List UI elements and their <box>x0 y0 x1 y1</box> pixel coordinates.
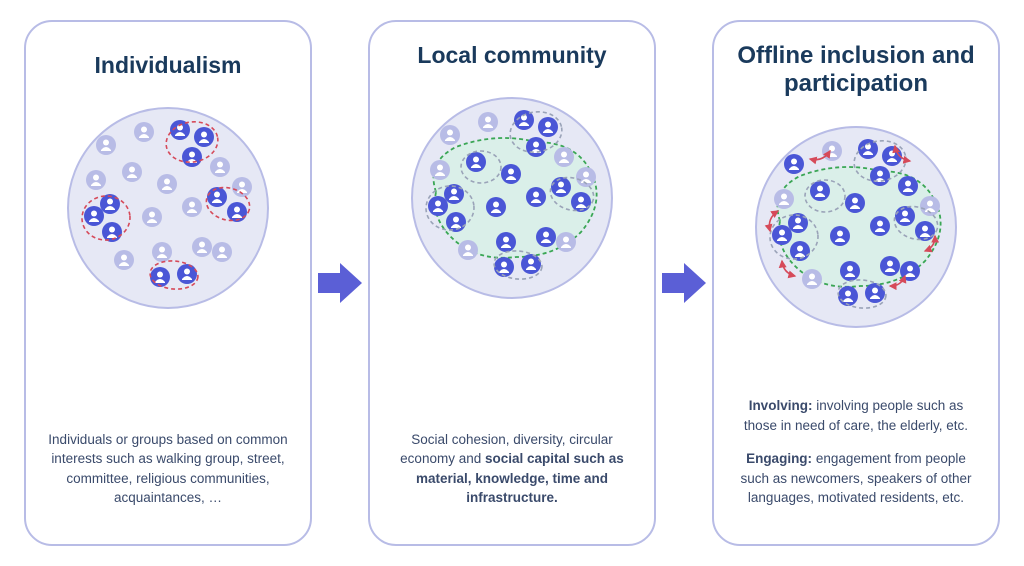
panel-offline-inclusion: Offline inclusion and participation Invo… <box>712 20 1000 546</box>
text-2: Social cohesion, diversity, circular eco… <box>400 432 624 506</box>
panel-text-1: Individuals or groups based on common in… <box>42 430 294 508</box>
panel-text-2: Social cohesion, diversity, circular eco… <box>386 430 638 508</box>
diagram-3 <box>740 111 972 343</box>
text-3a: Involving: involving people such as thos… <box>744 398 968 433</box>
panel-title-1: Individualism <box>95 52 242 78</box>
text-3b: Engaging: engagement from people such as… <box>740 451 971 505</box>
arrow-2 <box>660 259 708 307</box>
panel-text-3: Involving: involving people such as thos… <box>730 396 982 508</box>
arrow-1 <box>316 259 364 307</box>
panel-title-2: Local community <box>417 42 606 68</box>
panel-individualism: Individualism Individuals or groups base… <box>24 20 312 546</box>
text-1: Individuals or groups based on common in… <box>48 432 287 506</box>
diagram-2 <box>396 82 628 314</box>
diagram-1 <box>52 92 284 324</box>
panel-title-3: Offline inclusion and participation <box>730 42 982 97</box>
panel-local-community: Local community Social cohesion, diversi… <box>368 20 656 546</box>
